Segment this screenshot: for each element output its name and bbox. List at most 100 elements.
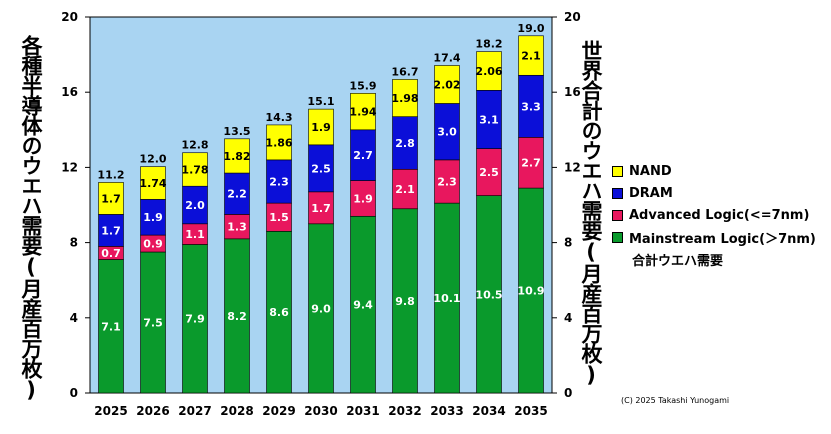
x-tick-label: 2029 bbox=[262, 404, 295, 418]
data-label: 2.0 bbox=[185, 199, 205, 212]
data-label: 2.5 bbox=[311, 162, 331, 175]
data-label: 3.0 bbox=[437, 126, 457, 139]
x-tick-label: 2025 bbox=[94, 404, 127, 418]
copyright-notice: (C) 2025 Takashi Yunogami bbox=[621, 396, 730, 405]
bar-segment bbox=[98, 214, 124, 247]
bar-segment bbox=[140, 199, 166, 236]
bar-segment bbox=[476, 148, 502, 196]
legend-item-total: 合計ウエハ需要 bbox=[612, 248, 816, 270]
y-tick-label-left: 8 bbox=[70, 236, 78, 250]
bar-segment bbox=[98, 182, 124, 215]
data-label: 2.1 bbox=[395, 183, 415, 196]
data-label: 1.94 bbox=[349, 106, 376, 119]
data-label: 1.74 bbox=[139, 177, 166, 190]
total-label: 15.9 bbox=[349, 79, 376, 92]
bar-segment bbox=[392, 168, 418, 210]
data-label: 8.6 bbox=[269, 306, 289, 319]
y-tick-label-left: 20 bbox=[61, 10, 78, 24]
data-label: 3.1 bbox=[479, 113, 499, 126]
legend-item-nand: NAND bbox=[612, 160, 816, 182]
data-label: 1.98 bbox=[391, 92, 418, 105]
x-tick-label: 2030 bbox=[304, 404, 337, 418]
data-label: 1.7 bbox=[101, 224, 121, 237]
x-tick-label: 2034 bbox=[472, 404, 505, 418]
legend: NAND DRAM Advanced Logic(<=7nm) Mainstre… bbox=[612, 160, 816, 270]
bar-segment bbox=[350, 215, 376, 394]
bar-segment bbox=[224, 238, 250, 394]
y-tick-label-right: 0 bbox=[564, 386, 572, 400]
data-label: 0.7 bbox=[101, 247, 121, 260]
data-label: 7.5 bbox=[143, 317, 163, 330]
legend-swatch-mainstream-logic bbox=[612, 231, 623, 243]
legend-item-dram: DRAM bbox=[612, 182, 816, 204]
data-label: 2.1 bbox=[521, 50, 541, 63]
bar-segment bbox=[518, 35, 544, 76]
total-label: 16.7 bbox=[391, 65, 418, 78]
total-label: 12.8 bbox=[181, 139, 208, 152]
total-label: 17.4 bbox=[433, 52, 460, 65]
legend-label-mainstream-logic: Mainstream Logic(＞7nm) bbox=[629, 231, 816, 247]
data-label: 2.8 bbox=[395, 137, 415, 150]
y-tick-label-right: 16 bbox=[564, 85, 581, 99]
data-label: 7.9 bbox=[185, 313, 205, 326]
data-label: 2.06 bbox=[475, 65, 502, 78]
bar-segment bbox=[350, 93, 376, 131]
bar-segment bbox=[98, 259, 124, 394]
data-label: 1.7 bbox=[311, 202, 331, 215]
data-label: 10.1 bbox=[433, 292, 460, 305]
data-label: 7.1 bbox=[101, 320, 121, 333]
bar-segment bbox=[476, 90, 502, 149]
data-label: 9.0 bbox=[311, 302, 331, 315]
data-label: 3.3 bbox=[521, 100, 541, 113]
x-tick-label: 2033 bbox=[430, 404, 463, 418]
y-tick-label-left: 4 bbox=[70, 311, 78, 325]
y-tick-label-left: 12 bbox=[61, 160, 78, 174]
total-label: 12.0 bbox=[139, 153, 166, 166]
data-label: 10.9 bbox=[517, 285, 544, 298]
bar-segment bbox=[434, 103, 460, 161]
bar-segment bbox=[518, 74, 544, 138]
y-tick-label-right: 20 bbox=[564, 10, 581, 24]
bar-segment bbox=[182, 152, 208, 187]
bar-segment bbox=[392, 116, 418, 170]
data-label: 1.9 bbox=[143, 211, 163, 224]
x-tick-label: 2035 bbox=[514, 404, 547, 418]
data-label: 2.3 bbox=[269, 176, 289, 189]
legend-label-nand: NAND bbox=[629, 163, 672, 179]
x-tick-label: 2031 bbox=[346, 404, 379, 418]
data-label: 2.3 bbox=[437, 176, 457, 189]
y-tick-label-left: 16 bbox=[61, 85, 78, 99]
data-label: 2.7 bbox=[353, 149, 373, 162]
legend-label-dram: DRAM bbox=[629, 185, 673, 201]
bar-segment bbox=[350, 129, 376, 181]
data-label: 2.2 bbox=[227, 188, 247, 201]
total-label: 18.2 bbox=[475, 38, 502, 51]
data-label: 1.78 bbox=[181, 163, 208, 176]
total-label: 15.1 bbox=[307, 95, 334, 108]
x-tick-label: 2026 bbox=[136, 404, 169, 418]
data-label: 1.5 bbox=[269, 211, 289, 224]
data-label: 8.2 bbox=[227, 310, 247, 323]
y-tick-label-right: 12 bbox=[564, 160, 581, 174]
y-tick-label-right: 8 bbox=[564, 236, 572, 250]
bar-segment bbox=[518, 187, 544, 394]
bar-segment bbox=[224, 214, 250, 240]
y-tick-label-right: 4 bbox=[564, 311, 572, 325]
total-label: 13.5 bbox=[223, 125, 250, 138]
data-label: 9.8 bbox=[395, 295, 415, 308]
bar-segment bbox=[308, 223, 334, 394]
data-label: 2.5 bbox=[479, 166, 499, 179]
data-label: 0.9 bbox=[143, 238, 163, 251]
bar-segment bbox=[140, 166, 166, 200]
x-tick-label: 2032 bbox=[388, 404, 421, 418]
bar-segment bbox=[392, 79, 418, 117]
bar-segment bbox=[350, 180, 376, 217]
bar-segment bbox=[266, 231, 292, 394]
y-tick-label-left: 0 bbox=[70, 386, 78, 400]
x-tick-label: 2028 bbox=[220, 404, 253, 418]
bar-segment bbox=[224, 172, 250, 215]
bar-segment bbox=[224, 138, 250, 174]
data-label: 1.86 bbox=[265, 136, 292, 149]
data-label: 1.9 bbox=[353, 192, 373, 205]
